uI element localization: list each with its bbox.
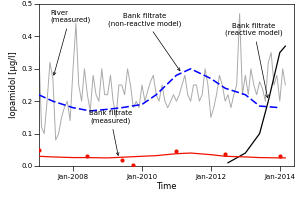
Text: Bank filtrate
(measured): Bank filtrate (measured) [89,110,132,155]
Point [131,164,136,167]
Text: Bank filtrate
(non-reactive model): Bank filtrate (non-reactive model) [108,13,181,71]
Text: Bank filtrate
(reactive model): Bank filtrate (reactive model) [225,23,283,98]
Y-axis label: Iopamidol [µg/l]: Iopamidol [µg/l] [9,52,18,118]
Point [36,148,41,151]
Point [85,154,90,157]
Point [119,158,124,161]
Point [223,152,228,155]
Text: River
(measured): River (measured) [50,10,90,75]
X-axis label: Time: Time [156,182,177,191]
Point [174,150,179,153]
Point [277,155,282,158]
